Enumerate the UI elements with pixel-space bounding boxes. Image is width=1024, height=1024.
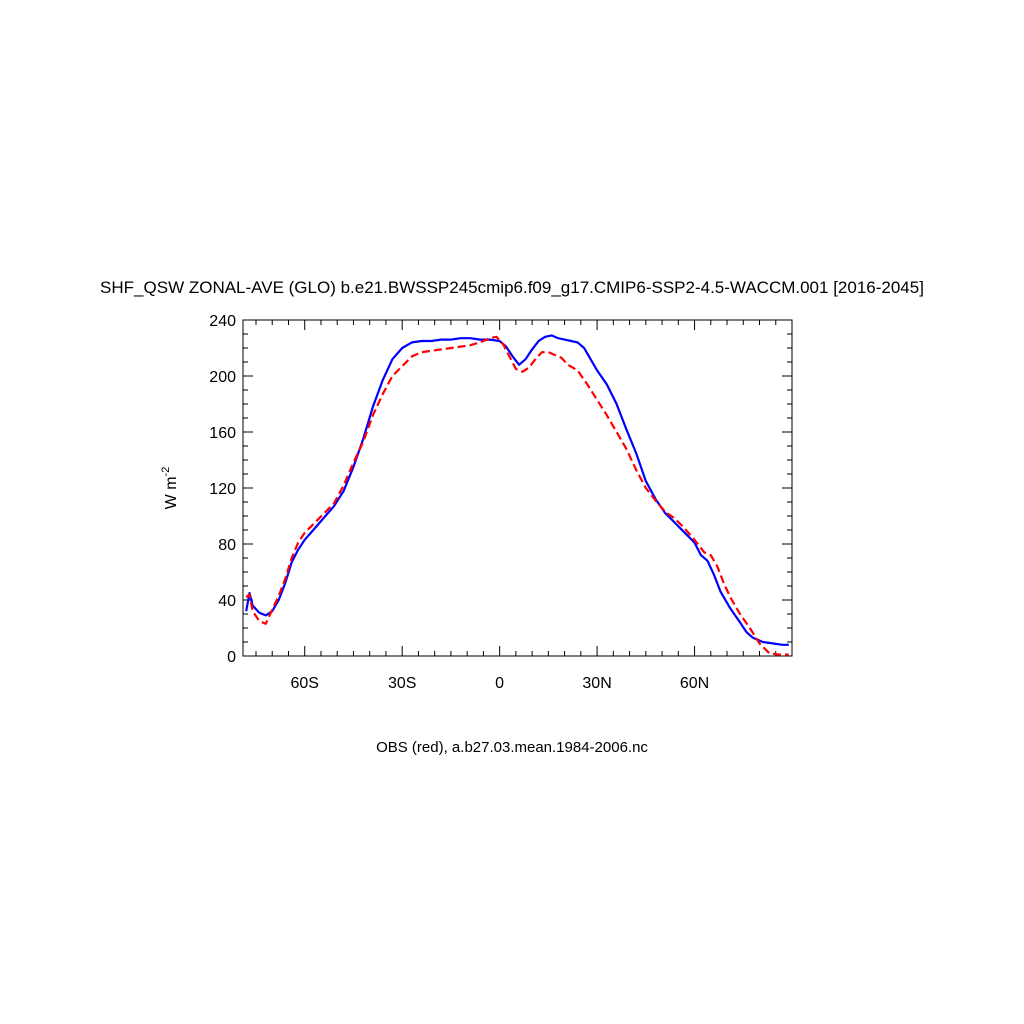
x-axis-label: OBS (red), a.b27.03.mean.1984-2006.nc bbox=[376, 739, 648, 756]
y-axis: 0 40 80 120 160 200 240 bbox=[209, 313, 792, 666]
x-tick-label: 60N bbox=[680, 675, 709, 692]
y-axis-label: W m-2 bbox=[160, 467, 180, 510]
y-tick-label: 160 bbox=[209, 425, 236, 442]
y-tick-label: 240 bbox=[209, 313, 236, 330]
x-tick-label: 0 bbox=[495, 675, 504, 692]
y-tick-label: 0 bbox=[227, 649, 236, 666]
y-tick-label: 80 bbox=[218, 537, 236, 554]
y-axis-label-exponent: -2 bbox=[160, 467, 172, 477]
x-axis: 60S 30S 0 30N 60N bbox=[255, 320, 793, 692]
plot-frame bbox=[242, 319, 793, 657]
plot-area bbox=[242, 319, 793, 657]
y-axis-label-unit: W m bbox=[163, 476, 180, 509]
series-line-2 bbox=[245, 335, 789, 656]
x-tick-label: 60S bbox=[290, 675, 318, 692]
chart-title: SHF_QSW ZONAL-AVE (GLO) b.e21.BWSSP245cm… bbox=[100, 278, 924, 297]
y-tick-label: 40 bbox=[218, 593, 236, 610]
y-tick-label: 200 bbox=[209, 369, 236, 386]
x-tick-label: 30N bbox=[582, 675, 611, 692]
series-group bbox=[245, 334, 789, 656]
series-line-1 bbox=[245, 334, 789, 646]
y-tick-label: 120 bbox=[209, 481, 236, 498]
x-tick-label: 30S bbox=[388, 675, 416, 692]
